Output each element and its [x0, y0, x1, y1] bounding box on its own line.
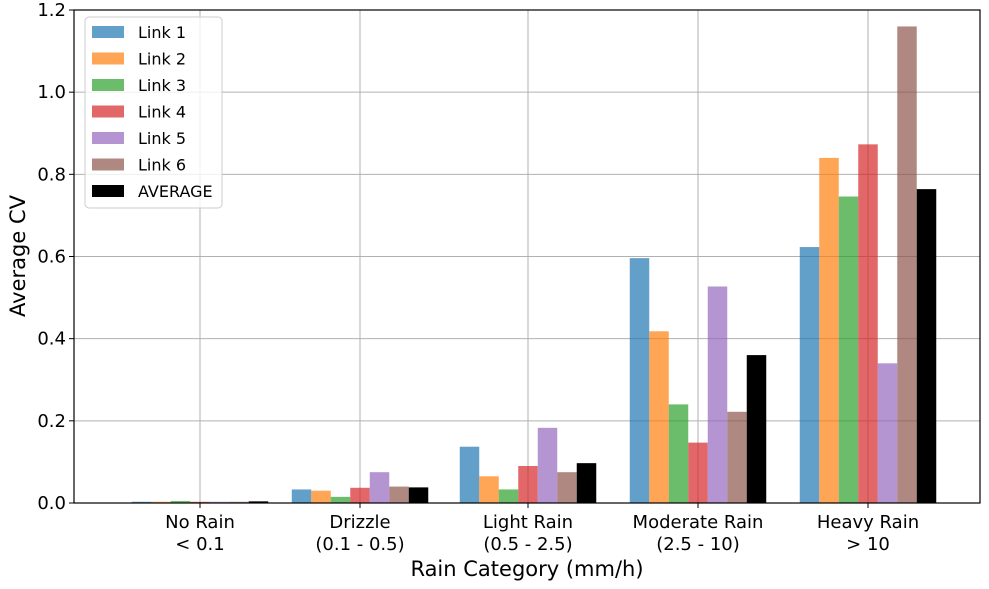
legend-swatch — [92, 26, 124, 38]
bar-link-1 — [629, 258, 650, 503]
y-tick-label: 0.0 — [37, 493, 66, 514]
y-tick-label: 0.8 — [37, 164, 66, 185]
legend: Link 1 Link 2 Link 3 Link 4 Link 5 Link 6 AVER… — [84, 16, 223, 209]
x-tick-label: Drizzle — [329, 512, 390, 533]
bar-link-2 — [311, 490, 331, 503]
y-tick-label: 0.4 — [37, 329, 66, 350]
legend-label: Link 2 — [138, 50, 186, 69]
bar-link-4 — [688, 442, 708, 503]
legend-swatch — [92, 185, 124, 197]
legend-swatch — [92, 158, 124, 171]
bar-average — [916, 189, 937, 503]
bar-link-5 — [877, 363, 898, 503]
bar-link-6 — [897, 26, 917, 504]
bar-link-4 — [858, 144, 878, 503]
x-tick-label: (0.1 - 0.5) — [315, 534, 404, 555]
legend-swatch — [92, 105, 124, 118]
x-tick-label: Moderate Rain — [633, 512, 764, 533]
bar-link-6 — [557, 472, 577, 503]
bar-average — [408, 487, 429, 503]
bar-link-2 — [151, 501, 171, 503]
x-tick-label: (0.5 - 2.5) — [483, 534, 572, 555]
x-axis: No Rain< 0.1 Drizzle(0.1 - 0.5) Light Rain… — [165, 503, 919, 555]
bar-average — [576, 463, 597, 503]
bar-link-6 — [389, 486, 409, 503]
bar-link-1 — [131, 501, 152, 503]
legend-label: Link 6 — [138, 156, 186, 175]
bar-link-4 — [190, 501, 210, 503]
bar-link-3 — [668, 404, 689, 503]
bar-average — [248, 501, 269, 503]
legend-label: Link 3 — [138, 76, 186, 95]
bar-link-4 — [350, 487, 370, 503]
bar-link-5 — [369, 472, 390, 503]
bar-link-6 — [229, 501, 249, 503]
bar-link-3 — [838, 196, 859, 504]
bar-link-5 — [707, 286, 728, 503]
legend-label: Link 4 — [138, 103, 186, 122]
bar-average — [746, 355, 767, 503]
y-axis: 0.0 0.2 0.4 0.6 0.8 1.0 1.2 — [37, 0, 74, 514]
bar-link-1 — [799, 247, 820, 503]
bar-link-3 — [498, 489, 519, 503]
y-tick-label: 0.2 — [37, 411, 66, 432]
x-tick-label: No Rain — [165, 512, 235, 533]
x-axis-title: Rain Category (mm/h) — [410, 557, 643, 581]
legend-label: Link 1 — [138, 23, 186, 42]
y-axis-title: Average CV — [6, 194, 30, 317]
legend-swatch — [92, 79, 124, 91]
y-tick-label: 1.0 — [37, 82, 66, 103]
legend-swatch — [92, 52, 124, 65]
bar-link-3 — [170, 500, 191, 503]
x-tick-label: (2.5 - 10) — [656, 534, 740, 555]
bar-link-2 — [649, 331, 669, 503]
legend-label: Link 5 — [138, 129, 186, 148]
x-tick-label: Heavy Rain — [817, 512, 919, 533]
bar-link-6 — [727, 411, 747, 503]
legend-label: AVERAGE — [138, 182, 213, 201]
y-tick-label: 1.2 — [37, 0, 66, 21]
legend-swatch — [92, 132, 124, 144]
x-tick-label: Light Rain — [483, 512, 573, 533]
bar-link-1 — [291, 489, 312, 503]
bar-link-5 — [537, 427, 558, 503]
bar-link-1 — [459, 446, 480, 503]
bar-link-4 — [518, 466, 538, 503]
bar-link-2 — [479, 476, 499, 503]
bars — [131, 26, 937, 504]
bar-link-2 — [819, 157, 839, 503]
y-tick-label: 0.6 — [37, 247, 66, 268]
x-tick-label: < 0.1 — [175, 534, 224, 555]
bar-link-5 — [209, 501, 230, 503]
x-tick-label: > 10 — [846, 534, 890, 555]
bar-link-3 — [330, 496, 351, 503]
